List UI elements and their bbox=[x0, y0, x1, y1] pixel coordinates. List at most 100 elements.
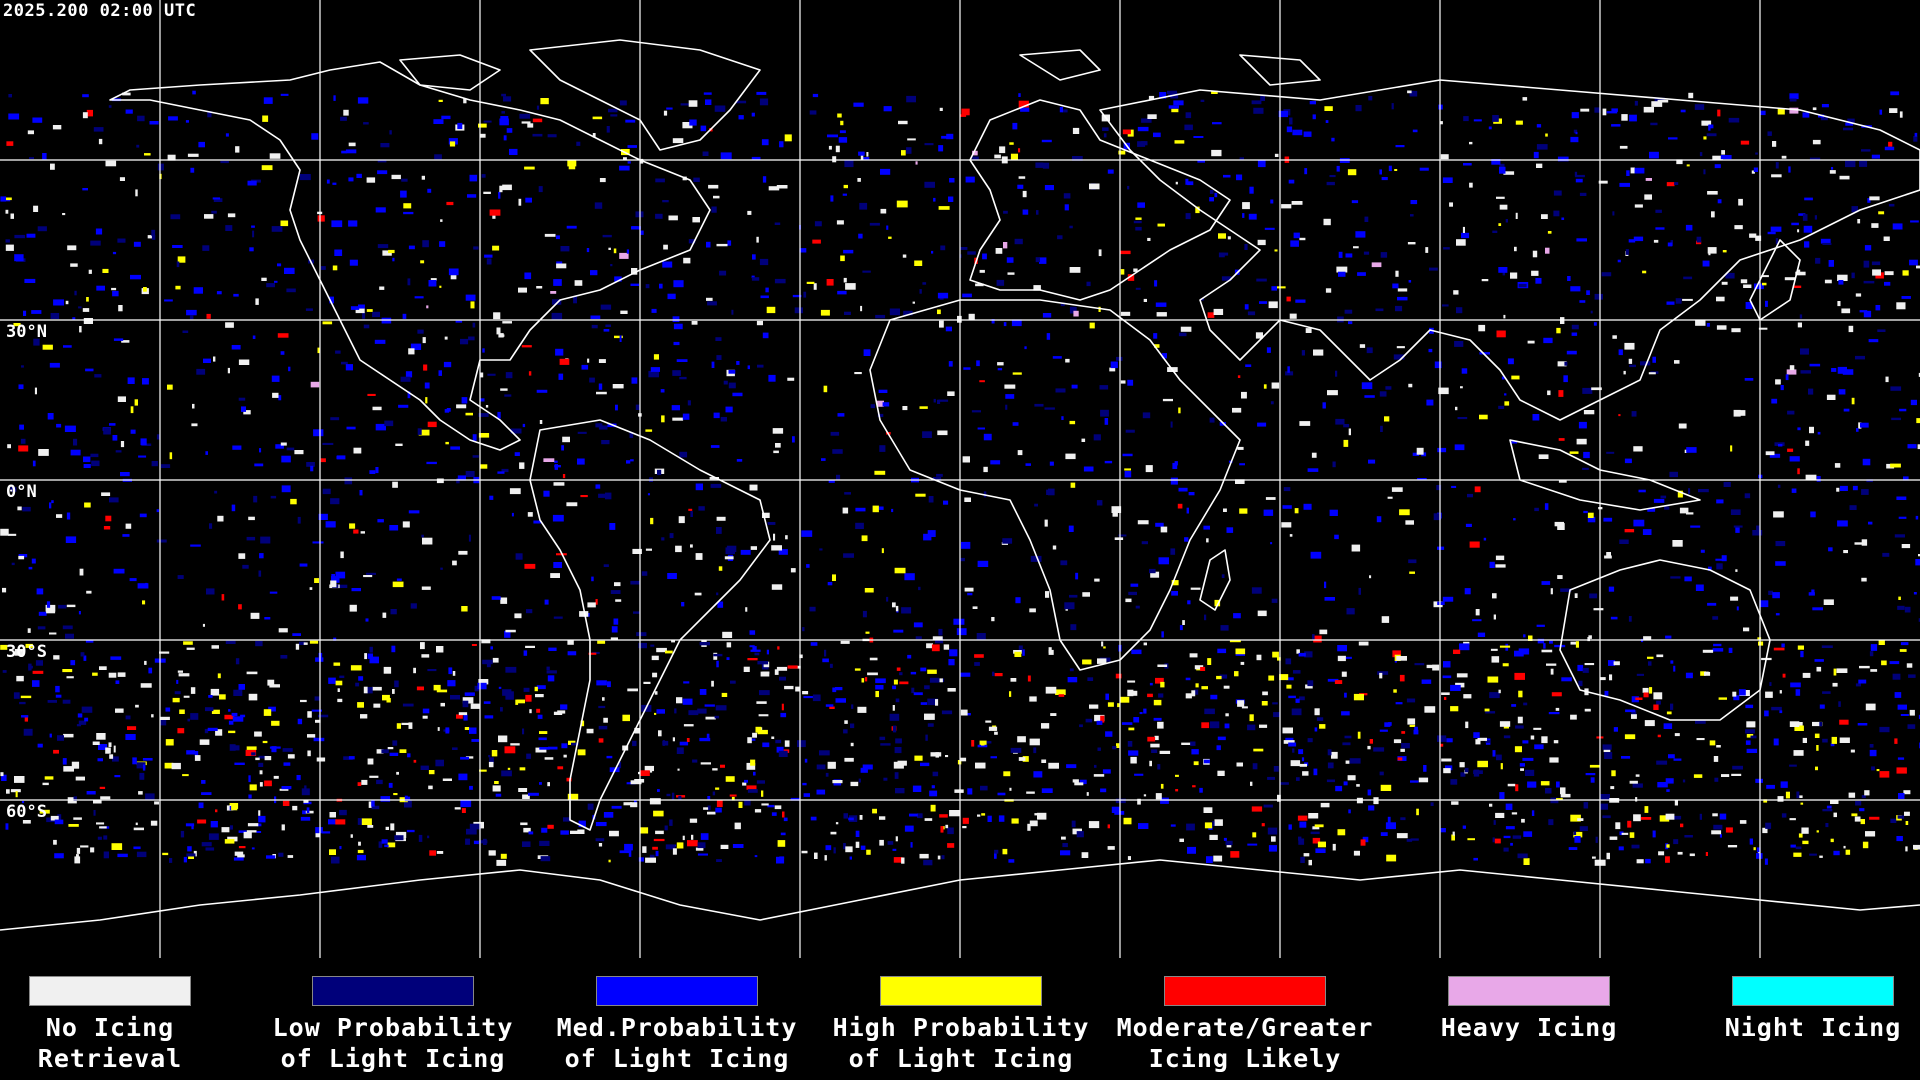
icing-pixel bbox=[1865, 831, 1876, 837]
icing-pixel bbox=[1797, 269, 1801, 276]
icing-pixel bbox=[1267, 827, 1278, 835]
icing-pixel bbox=[1606, 552, 1611, 556]
icing-pixel bbox=[202, 623, 205, 627]
icing-pixel bbox=[1399, 509, 1410, 516]
icing-pixel bbox=[1703, 169, 1706, 175]
icing-pixel bbox=[1149, 568, 1156, 574]
icing-pixel bbox=[1909, 709, 1915, 716]
icing-pixel bbox=[1079, 724, 1083, 728]
icing-pixel bbox=[24, 278, 36, 283]
icing-pixel bbox=[1130, 756, 1137, 764]
icing-pixel bbox=[1098, 249, 1102, 257]
icing-pixel bbox=[997, 368, 1003, 371]
icing-pixel bbox=[1571, 112, 1579, 119]
icing-pixel bbox=[488, 755, 491, 758]
icing-pixel bbox=[96, 285, 105, 291]
icing-pixel bbox=[678, 795, 682, 800]
icing-pixel bbox=[1777, 796, 1784, 802]
icing-pixel bbox=[665, 844, 675, 850]
icing-pixel bbox=[1717, 199, 1722, 204]
icing-pixel bbox=[524, 563, 536, 569]
icing-pixel bbox=[628, 850, 632, 857]
icing-pixel bbox=[1171, 591, 1178, 596]
icing-pixel bbox=[825, 845, 832, 851]
icing-pixel bbox=[417, 428, 422, 435]
icing-pixel bbox=[1128, 727, 1135, 731]
icing-pixel bbox=[428, 280, 437, 287]
icing-pixel bbox=[570, 830, 580, 834]
icing-pixel bbox=[1326, 779, 1335, 783]
icing-pixel bbox=[1288, 179, 1295, 184]
icing-pixel bbox=[635, 404, 640, 410]
icing-pixel bbox=[1635, 697, 1643, 700]
icing-pixel bbox=[547, 824, 554, 829]
icing-pixel bbox=[1123, 817, 1132, 825]
icing-pixel bbox=[382, 694, 390, 701]
icing-pixel bbox=[861, 157, 870, 160]
icing-pixel bbox=[1587, 512, 1594, 518]
icing-pixel bbox=[1558, 479, 1567, 483]
icing-pixel bbox=[910, 671, 917, 675]
icing-pixel bbox=[1102, 127, 1109, 131]
icing-pixel bbox=[1898, 516, 1907, 519]
icing-pixel bbox=[469, 823, 481, 830]
icing-pixel bbox=[924, 818, 933, 821]
icing-pixel bbox=[1102, 769, 1111, 774]
icing-pixel bbox=[1702, 649, 1714, 653]
icing-pixel bbox=[1440, 121, 1443, 125]
icing-pixel bbox=[288, 366, 291, 372]
icing-pixel bbox=[1618, 414, 1621, 417]
icing-pixel bbox=[1786, 369, 1797, 375]
icing-pixel bbox=[105, 515, 112, 522]
icing-pixel bbox=[491, 750, 498, 757]
icing-pixel bbox=[698, 506, 705, 511]
icing-pixel bbox=[151, 461, 158, 467]
icing-pixel bbox=[196, 368, 206, 375]
icing-pixel bbox=[315, 827, 323, 834]
icing-pixel bbox=[28, 566, 33, 570]
icing-pixel bbox=[588, 652, 597, 655]
icing-pixel bbox=[1759, 110, 1766, 116]
icing-pixel bbox=[1429, 267, 1438, 271]
icing-pixel bbox=[187, 718, 190, 722]
icing-pixel bbox=[1203, 759, 1210, 764]
icing-pixel bbox=[715, 807, 722, 813]
icing-pixel bbox=[1217, 648, 1227, 654]
icing-pixel bbox=[1554, 644, 1566, 648]
icing-pixel bbox=[1105, 693, 1109, 700]
icing-pixel bbox=[861, 678, 865, 683]
icing-pixel bbox=[1115, 673, 1122, 679]
icing-pixel bbox=[1451, 485, 1457, 488]
icing-pixel bbox=[351, 588, 361, 592]
icing-pixel bbox=[672, 848, 677, 855]
icing-pixel bbox=[892, 602, 896, 608]
icing-pixel bbox=[1393, 689, 1397, 693]
icing-pixel bbox=[911, 687, 915, 694]
icing-pixel bbox=[760, 295, 769, 299]
icing-pixel bbox=[421, 586, 431, 590]
icing-pixel bbox=[1688, 488, 1691, 494]
icing-pixel bbox=[1493, 820, 1496, 825]
icing-pixel bbox=[230, 825, 233, 830]
icing-pixel bbox=[1214, 599, 1221, 607]
icing-pixel bbox=[349, 604, 357, 612]
coastline-japan bbox=[1749, 239, 1801, 321]
icing-pixel bbox=[329, 849, 336, 855]
icing-pixel bbox=[1443, 768, 1451, 774]
icing-pixel bbox=[103, 526, 111, 530]
icing-pixel bbox=[138, 791, 143, 795]
icing-pixel bbox=[375, 423, 386, 431]
icing-pixel bbox=[1124, 471, 1132, 478]
icing-pixel bbox=[1268, 301, 1278, 309]
icing-pixel bbox=[343, 109, 349, 116]
icing-pixel bbox=[436, 478, 444, 484]
icing-pixel bbox=[1223, 685, 1230, 689]
icing-pixel bbox=[259, 770, 263, 775]
icing-pixel bbox=[1022, 649, 1025, 656]
icing-pixel bbox=[1193, 761, 1199, 766]
icing-pixel bbox=[1492, 750, 1496, 757]
icing-pixel bbox=[830, 831, 837, 835]
icing-pixel bbox=[1379, 729, 1388, 732]
icing-pixel bbox=[1265, 497, 1276, 500]
icing-pixel bbox=[771, 584, 783, 590]
